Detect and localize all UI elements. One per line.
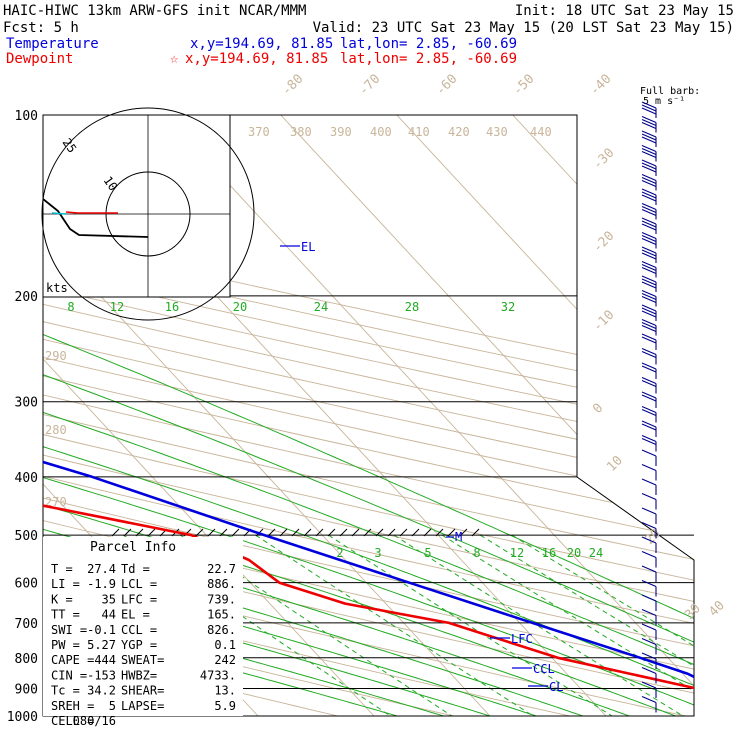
- parcel-field-label: Td =: [121, 562, 150, 576]
- level-label-CCL: CCL: [533, 662, 555, 676]
- parcel-info-title: Parcel Info: [90, 540, 176, 555]
- parcel-field-label: LFC =: [121, 592, 157, 606]
- mixing-ratio-label: 24: [314, 300, 328, 314]
- pressure-label-200: 200: [15, 290, 38, 305]
- parcel-field-label: HWBZ=: [121, 668, 157, 682]
- header-valid: Valid: 23 UTC Sat 23 May 15 (20 LST Sat …: [313, 20, 734, 36]
- parcel-field-value: 13.: [214, 684, 236, 698]
- pressure-label-1000: 1000: [7, 710, 38, 725]
- dewpoint-label: Dewpoint: [6, 51, 73, 67]
- parcel-field-label: SWI =: [51, 623, 87, 637]
- theta-label: 440: [530, 125, 552, 139]
- theta-label: 390: [330, 125, 352, 139]
- pressure-label-900: 900: [15, 682, 38, 697]
- pressure-label-700: 700: [15, 617, 38, 632]
- parcel-field-value: 165.: [207, 608, 236, 622]
- header-init: Init: 18 UTC Sat 23 May 15: [515, 3, 734, 19]
- parcel-field-label: SWEAT=: [121, 653, 164, 667]
- temperature-xy: x,y=194.69, 81.85: [190, 36, 333, 52]
- parcel-field-value: 22.7: [207, 562, 236, 576]
- pressure-label-400: 400: [15, 471, 38, 486]
- theta-label: 420: [448, 125, 470, 139]
- parcel-field-label: K =: [51, 592, 73, 606]
- theta-label: 410: [408, 125, 430, 139]
- parcel-field-value: 739.: [207, 592, 236, 606]
- pressure-label-600: 600: [15, 577, 38, 592]
- parcel-field-value: -153: [87, 668, 116, 682]
- parcel-info-box: Parcel Info T = 27.4 Td = 22.7 LI = -1.9 LCL = 8…: [43, 537, 243, 728]
- parcel-field-value: 5.9: [214, 699, 236, 713]
- level-label-M: M: [455, 530, 462, 544]
- parcel-field-value: 35: [102, 592, 116, 606]
- parcel-field-value: 5: [109, 699, 116, 713]
- parcel-field-value: 34.2: [87, 684, 116, 698]
- parcel-field-value: -0.1: [87, 623, 116, 637]
- parcel-field-label: LCL =: [121, 577, 157, 591]
- parcel-field-label: EL =: [121, 608, 150, 622]
- mixing-ratio-label: 16: [542, 546, 556, 560]
- parcel-field-value: 826.: [207, 623, 236, 637]
- mixing-ratio-label: 8: [67, 300, 74, 314]
- hodo-units: kts: [46, 281, 68, 295]
- dewpoint-marker: ☆: [170, 51, 179, 67]
- parcel-field-label: TT =: [51, 608, 80, 622]
- level-label-CL: CL: [549, 680, 563, 694]
- parcel-field-value: 5.27: [87, 638, 116, 652]
- mixing-ratio-label: 20: [233, 300, 247, 314]
- parcel-field-label: Tc =: [51, 684, 80, 698]
- mixing-ratio-label: 28: [405, 300, 419, 314]
- pressure-label-100: 100: [15, 109, 38, 124]
- parcel-field-label: T =: [51, 562, 73, 576]
- mixing-ratio-label: 20: [567, 546, 581, 560]
- theta-label: 380: [290, 125, 312, 139]
- parcel-field-label: CAPE =: [51, 653, 94, 667]
- pressure-label-500: 500: [15, 529, 38, 544]
- parcel-field-value: 44: [102, 608, 116, 622]
- theta-label: 280: [45, 423, 67, 437]
- parcel-field-label: CCL =: [121, 623, 157, 637]
- parcel-field-value: 080/16: [73, 714, 116, 728]
- mixing-ratio-label: 3: [374, 546, 381, 560]
- pressure-label-300: 300: [15, 396, 38, 411]
- mixing-ratio-label: 12: [110, 300, 124, 314]
- mixing-ratio-label: 24: [589, 546, 603, 560]
- theta-label: 290: [45, 349, 67, 363]
- parcel-field-value: 886.: [207, 577, 236, 591]
- mixing-ratio-label: 8: [473, 546, 480, 560]
- level-label-EL: EL: [301, 240, 315, 254]
- parcel-field-value: 444: [94, 653, 116, 667]
- parcel-field-value: 0.1: [214, 638, 236, 652]
- parcel-field-value: 242: [214, 653, 236, 667]
- parcel-field-value: 4733.: [200, 668, 236, 682]
- parcel-field-label: LI =: [51, 577, 80, 591]
- parcel-field-label: SHEAR=: [121, 684, 164, 698]
- parcel-field-value: 27.4: [87, 562, 116, 576]
- temperature-latlon: lat,lon= 2.85, -60.69: [340, 36, 517, 52]
- level-label-LFC: LFC: [511, 632, 533, 646]
- mixing-ratio-label: 32: [501, 300, 515, 314]
- dewpoint-xy: x,y=194.69, 81.85: [185, 51, 328, 67]
- mixing-ratio-label: 16: [165, 300, 179, 314]
- parcel-field-label: LAPSE=: [121, 699, 164, 713]
- pressure-label-800: 800: [15, 652, 38, 667]
- hodo-trace-mid: [52, 213, 66, 214]
- parcel-field-value: -1.9: [87, 577, 116, 591]
- theta-label: 370: [248, 125, 270, 139]
- parcel-field-label: CIN =: [51, 668, 87, 682]
- theta-label: 400: [370, 125, 392, 139]
- mixing-ratio-label: 5: [424, 546, 431, 560]
- dewpoint-latlon: lat,lon= 2.85, -60.69: [340, 51, 517, 67]
- parcel-field-label: YGP =: [121, 638, 157, 652]
- parcel-field-label: PW =: [51, 638, 80, 652]
- theta-label: 430: [486, 125, 508, 139]
- temperature-label: Temperature: [6, 36, 99, 52]
- parcel-field-label: SREH =: [51, 699, 94, 713]
- mixing-ratio-label: 12: [510, 546, 524, 560]
- header-title: HAIC-HIWC 13km ARW-GFS init NCAR/MMM: [3, 3, 306, 19]
- header-forecast: Fcst: 5 h: [3, 20, 79, 36]
